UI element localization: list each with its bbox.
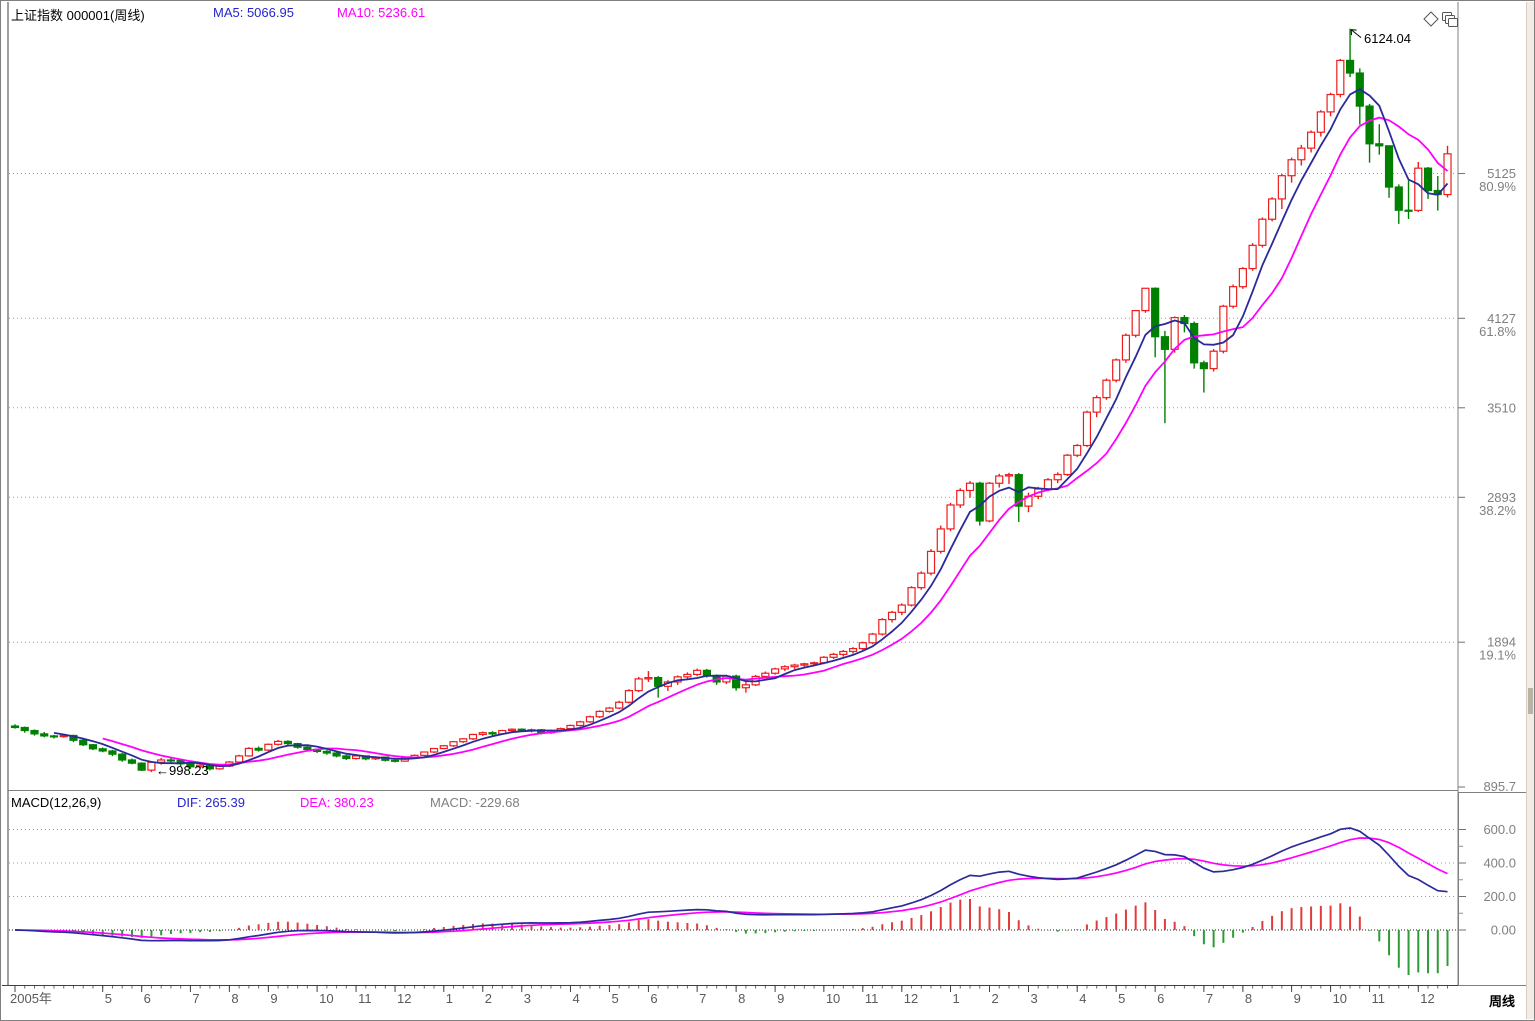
price-axis-pct-label: 38.2%	[1479, 503, 1516, 518]
instrument-title: 上证指数 000001(周线)	[11, 8, 145, 23]
dif-readout: DIF: 265.39	[177, 795, 245, 810]
macd-layer	[14, 827, 1449, 976]
peak-price-annotation: 6124.04	[1364, 31, 1411, 46]
time-axis-month-label: 11	[358, 991, 372, 1006]
dif-line	[14, 827, 1448, 942]
time-axis-month-label: 8	[1245, 991, 1252, 1006]
time-axis-month-label: 6	[144, 991, 151, 1006]
time-axis-month-label: 6	[650, 991, 657, 1006]
low-price-annotation: ←998.23	[156, 763, 209, 778]
period-label: 周线	[1488, 994, 1515, 1009]
time-axis-month-label: 8	[738, 991, 745, 1006]
time-axis-month-label: 2005年	[10, 991, 52, 1006]
price-axis-label: 1894	[1487, 635, 1516, 650]
macd-axis-label: 600.0	[1483, 822, 1516, 837]
price-axis-label: 4127	[1487, 311, 1516, 326]
price-axis-label: 5125	[1487, 166, 1516, 181]
dea-line	[14, 837, 1448, 941]
time-axis-month-label: 1	[446, 991, 453, 1006]
time-axis-month-label: 11	[865, 991, 879, 1006]
time-axis-month-label: 7	[192, 991, 199, 1006]
pane-icons	[1423, 11, 1458, 27]
macd-readout: MACD: -229.68	[430, 795, 520, 810]
macd-axis-label: 400.0	[1483, 856, 1516, 871]
candles-layer	[10, 28, 1452, 773]
macd-axis-label: 200.0	[1483, 889, 1516, 904]
time-axis-month-label: 10	[1333, 991, 1347, 1006]
diamond-icon[interactable]	[1423, 11, 1439, 27]
right-scrollbar-track[interactable]	[1526, 2, 1534, 1019]
macd-axis-label: 0.00	[1491, 923, 1516, 938]
dea-readout: DEA: 380.23	[300, 795, 374, 810]
ma10-line	[102, 116, 1449, 766]
time-axis-month-label: 4	[572, 991, 579, 1006]
time-axis-month-label: 2	[485, 991, 492, 1006]
time-axis-month-label: 9	[777, 991, 784, 1006]
time-axis-month-label: 7	[1206, 991, 1213, 1006]
price-axis-pct-label: 80.9%	[1479, 179, 1516, 194]
time-axis-month-label: 5	[611, 991, 618, 1006]
time-axis-month-label: 10	[319, 991, 333, 1006]
price-axis-pct-label: 19.1%	[1479, 648, 1516, 663]
price-axis-label: 3510	[1487, 400, 1516, 415]
time-axis-month-label: 5	[105, 991, 112, 1006]
price-axis-label: 895.7	[1483, 779, 1516, 794]
time-axis-month-label: 7	[699, 991, 706, 1006]
time-axis-month-label: 10	[826, 991, 840, 1006]
ma5-readout: MA5: 5066.95	[213, 5, 294, 20]
macd-title: MACD(12,26,9)	[11, 795, 102, 810]
time-axis-month-label: 6	[1157, 991, 1164, 1006]
time-axis-month-label: 11	[1372, 991, 1386, 1006]
time-axis-month-label: 12	[397, 991, 411, 1006]
time-axis-month-label: 4	[1079, 991, 1086, 1006]
time-axis-month-label: 3	[524, 991, 531, 1006]
time-axis-month-label: 1	[953, 991, 960, 1006]
time-axis-month-label: 3	[1030, 991, 1037, 1006]
cascade-windows-icon[interactable]	[1442, 12, 1458, 27]
time-axis-month-label: 12	[1420, 991, 1434, 1006]
time-axis-month-label: 8	[231, 991, 238, 1006]
time-axis-month-label: 2	[992, 991, 999, 1006]
ma10-readout: MA10: 5236.61	[337, 5, 426, 20]
price-axis-label: 2893	[1487, 490, 1516, 505]
time-axis-month-label: 12	[904, 991, 918, 1006]
time-axis-month-label: 5	[1118, 991, 1125, 1006]
time-axis-month-label: 9	[270, 991, 277, 1006]
ma5-line	[53, 88, 1449, 768]
time-axis-month-label: 9	[1294, 991, 1301, 1006]
price-axis-pct-label: 61.8%	[1479, 324, 1516, 339]
scrollbar-thumb[interactable]	[1528, 688, 1533, 714]
